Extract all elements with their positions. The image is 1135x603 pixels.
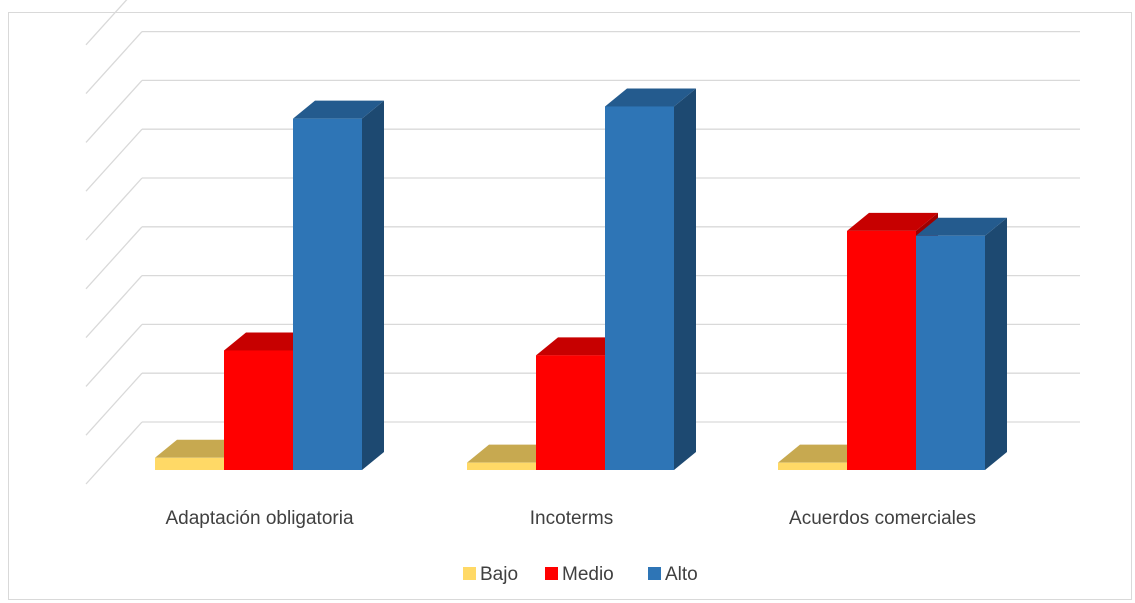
- bar-top: [778, 444, 869, 463]
- bar-front: [224, 350, 293, 470]
- legend: Bajo Medio Alto: [463, 564, 698, 585]
- bar-front: [293, 118, 362, 470]
- bar-top: [847, 212, 938, 231]
- bar-front: [467, 462, 536, 470]
- bar-side: [985, 217, 1007, 470]
- legend-item-medio: Medio: [545, 564, 614, 585]
- bar-side: [362, 100, 384, 470]
- legend-swatch: [463, 567, 476, 580]
- bar-alto: [293, 100, 384, 470]
- bar-top: [605, 88, 696, 107]
- gridline-side: [85, 177, 143, 241]
- category-label: Acuerdos comerciales: [789, 508, 976, 529]
- gridline-side: [85, 226, 143, 290]
- bar-alto: [916, 217, 1007, 470]
- gridline-side: [85, 275, 143, 339]
- legend-label: Bajo: [480, 564, 518, 585]
- bar-side: [674, 88, 696, 470]
- bar-top: [536, 337, 627, 356]
- bar-top: [155, 439, 246, 458]
- gridline-side: [85, 372, 143, 436]
- gridline-side: [85, 79, 143, 143]
- legend-label: Alto: [665, 564, 698, 585]
- bar-alto: [605, 88, 696, 470]
- gridline-side: [85, 31, 143, 95]
- bar-front: [916, 235, 985, 470]
- bar-top: [224, 332, 315, 351]
- bar-front: [155, 457, 224, 470]
- category-label: Adaptación obligatoria: [165, 508, 353, 529]
- bar-top: [467, 444, 558, 463]
- gridline-side: [85, 128, 143, 192]
- legend-swatch: [545, 567, 558, 580]
- legend-item-alto: Alto: [648, 564, 698, 585]
- legend-item-bajo: Bajo: [463, 564, 518, 585]
- gridline-side: [85, 421, 143, 485]
- legend-swatch: [648, 567, 661, 580]
- legend-label: Medio: [562, 564, 614, 585]
- bar-front: [536, 355, 605, 470]
- bar-front: [847, 230, 916, 470]
- gridline-side: [85, 323, 143, 387]
- bar-front: [778, 462, 847, 470]
- category-label: Incoterms: [530, 508, 613, 529]
- gridline-side: [85, 0, 128, 46]
- bar-top: [916, 217, 1007, 236]
- bars: [155, 88, 1007, 470]
- bar-front: [605, 106, 674, 470]
- bar-top: [293, 100, 384, 119]
